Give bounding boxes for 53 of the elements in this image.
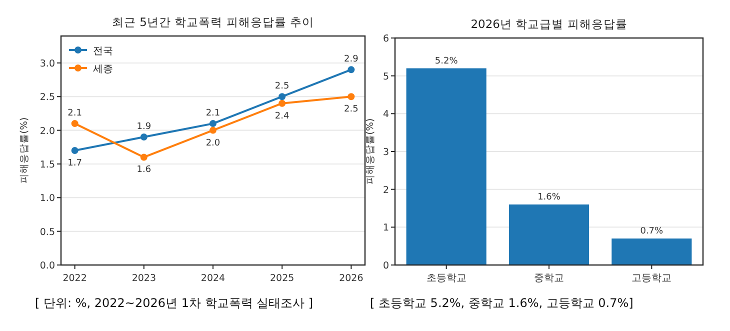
point [210, 126, 216, 134]
y-tick-label: 4 [382, 109, 389, 120]
x-tick-label: 2022 [62, 273, 87, 284]
text: [ 초등학교 5.2%, 중학교 1.6%, 고등학교 0.7%] [370, 296, 634, 310]
data-label: 2.0 [206, 138, 220, 148]
data-label: 1.6 [136, 165, 152, 176]
point [348, 93, 355, 100]
point [71, 120, 78, 128]
chart-title: 최근 5년간 학교폭력 피해응답률 추이 [112, 15, 314, 29]
y-tick-label: 6 [382, 34, 389, 44]
data-label: 2.5 [344, 104, 358, 115]
y-tick-label: 1.5 [40, 159, 55, 170]
legend-label: 전국 [93, 46, 113, 57]
y-tick-label: 2.5 [40, 92, 55, 104]
data-label: 1.9 [136, 122, 152, 132]
y-tick-label: 2.0 [40, 126, 55, 137]
y-tick-label: 1 [382, 222, 389, 234]
y-tick-label: 2 [382, 184, 389, 196]
x-tick-label: 중학교 [534, 273, 564, 284]
data-label: 2.1 [206, 108, 220, 119]
x-tick-label: 2023 [132, 273, 156, 284]
y-tick-label: 3.0 [40, 58, 55, 70]
y-tick-label: 3 [382, 147, 389, 158]
x-tick-label: 2025 [270, 273, 294, 284]
point [71, 147, 78, 154]
y-tick-label: 1.0 [40, 193, 55, 204]
legend-label: 세종 [93, 64, 113, 75]
point [348, 66, 355, 74]
y-axis-title: 피해응답률(%) [19, 117, 30, 184]
data-label: 2.5 [274, 82, 290, 92]
data-label: 1.6% [538, 192, 561, 202]
x-tick-label: 고등학교 [632, 273, 672, 284]
y-tick-label: 0.0 [40, 260, 55, 272]
point [210, 120, 216, 128]
x-tick-label: 2024 [200, 273, 226, 284]
data-label: 2.4 [274, 111, 290, 122]
x-tick-label: 초등학교 [426, 273, 466, 284]
y-tick-label: 5 [382, 71, 389, 82]
data-label: 5.2% [434, 56, 458, 66]
data-label: 1.7 [68, 158, 82, 168]
y-tick-label: 0 [382, 260, 389, 272]
point [140, 134, 148, 141]
y-axis-title: 피해응답률(%) [365, 118, 376, 185]
point [278, 93, 286, 100]
y-tick-label: 0.5 [40, 226, 55, 238]
point [278, 100, 286, 107]
x-tick-label: 2026 [339, 273, 364, 284]
text: [ 단위: %, 2022~2026년 1차 학교폭력 실태조사 ] [35, 296, 314, 310]
data-label: 2.1 [68, 108, 82, 119]
point [140, 154, 148, 161]
data-label: 0.7% [640, 226, 664, 237]
data-label: 2.9 [344, 54, 359, 65]
chart-title: 2026년 학교급별 피해응답률 [470, 17, 628, 31]
